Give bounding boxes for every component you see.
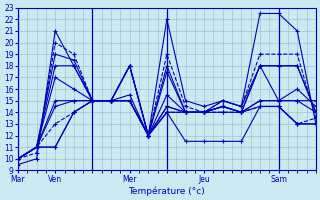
X-axis label: Température (°c): Température (°c) [129, 186, 205, 196]
